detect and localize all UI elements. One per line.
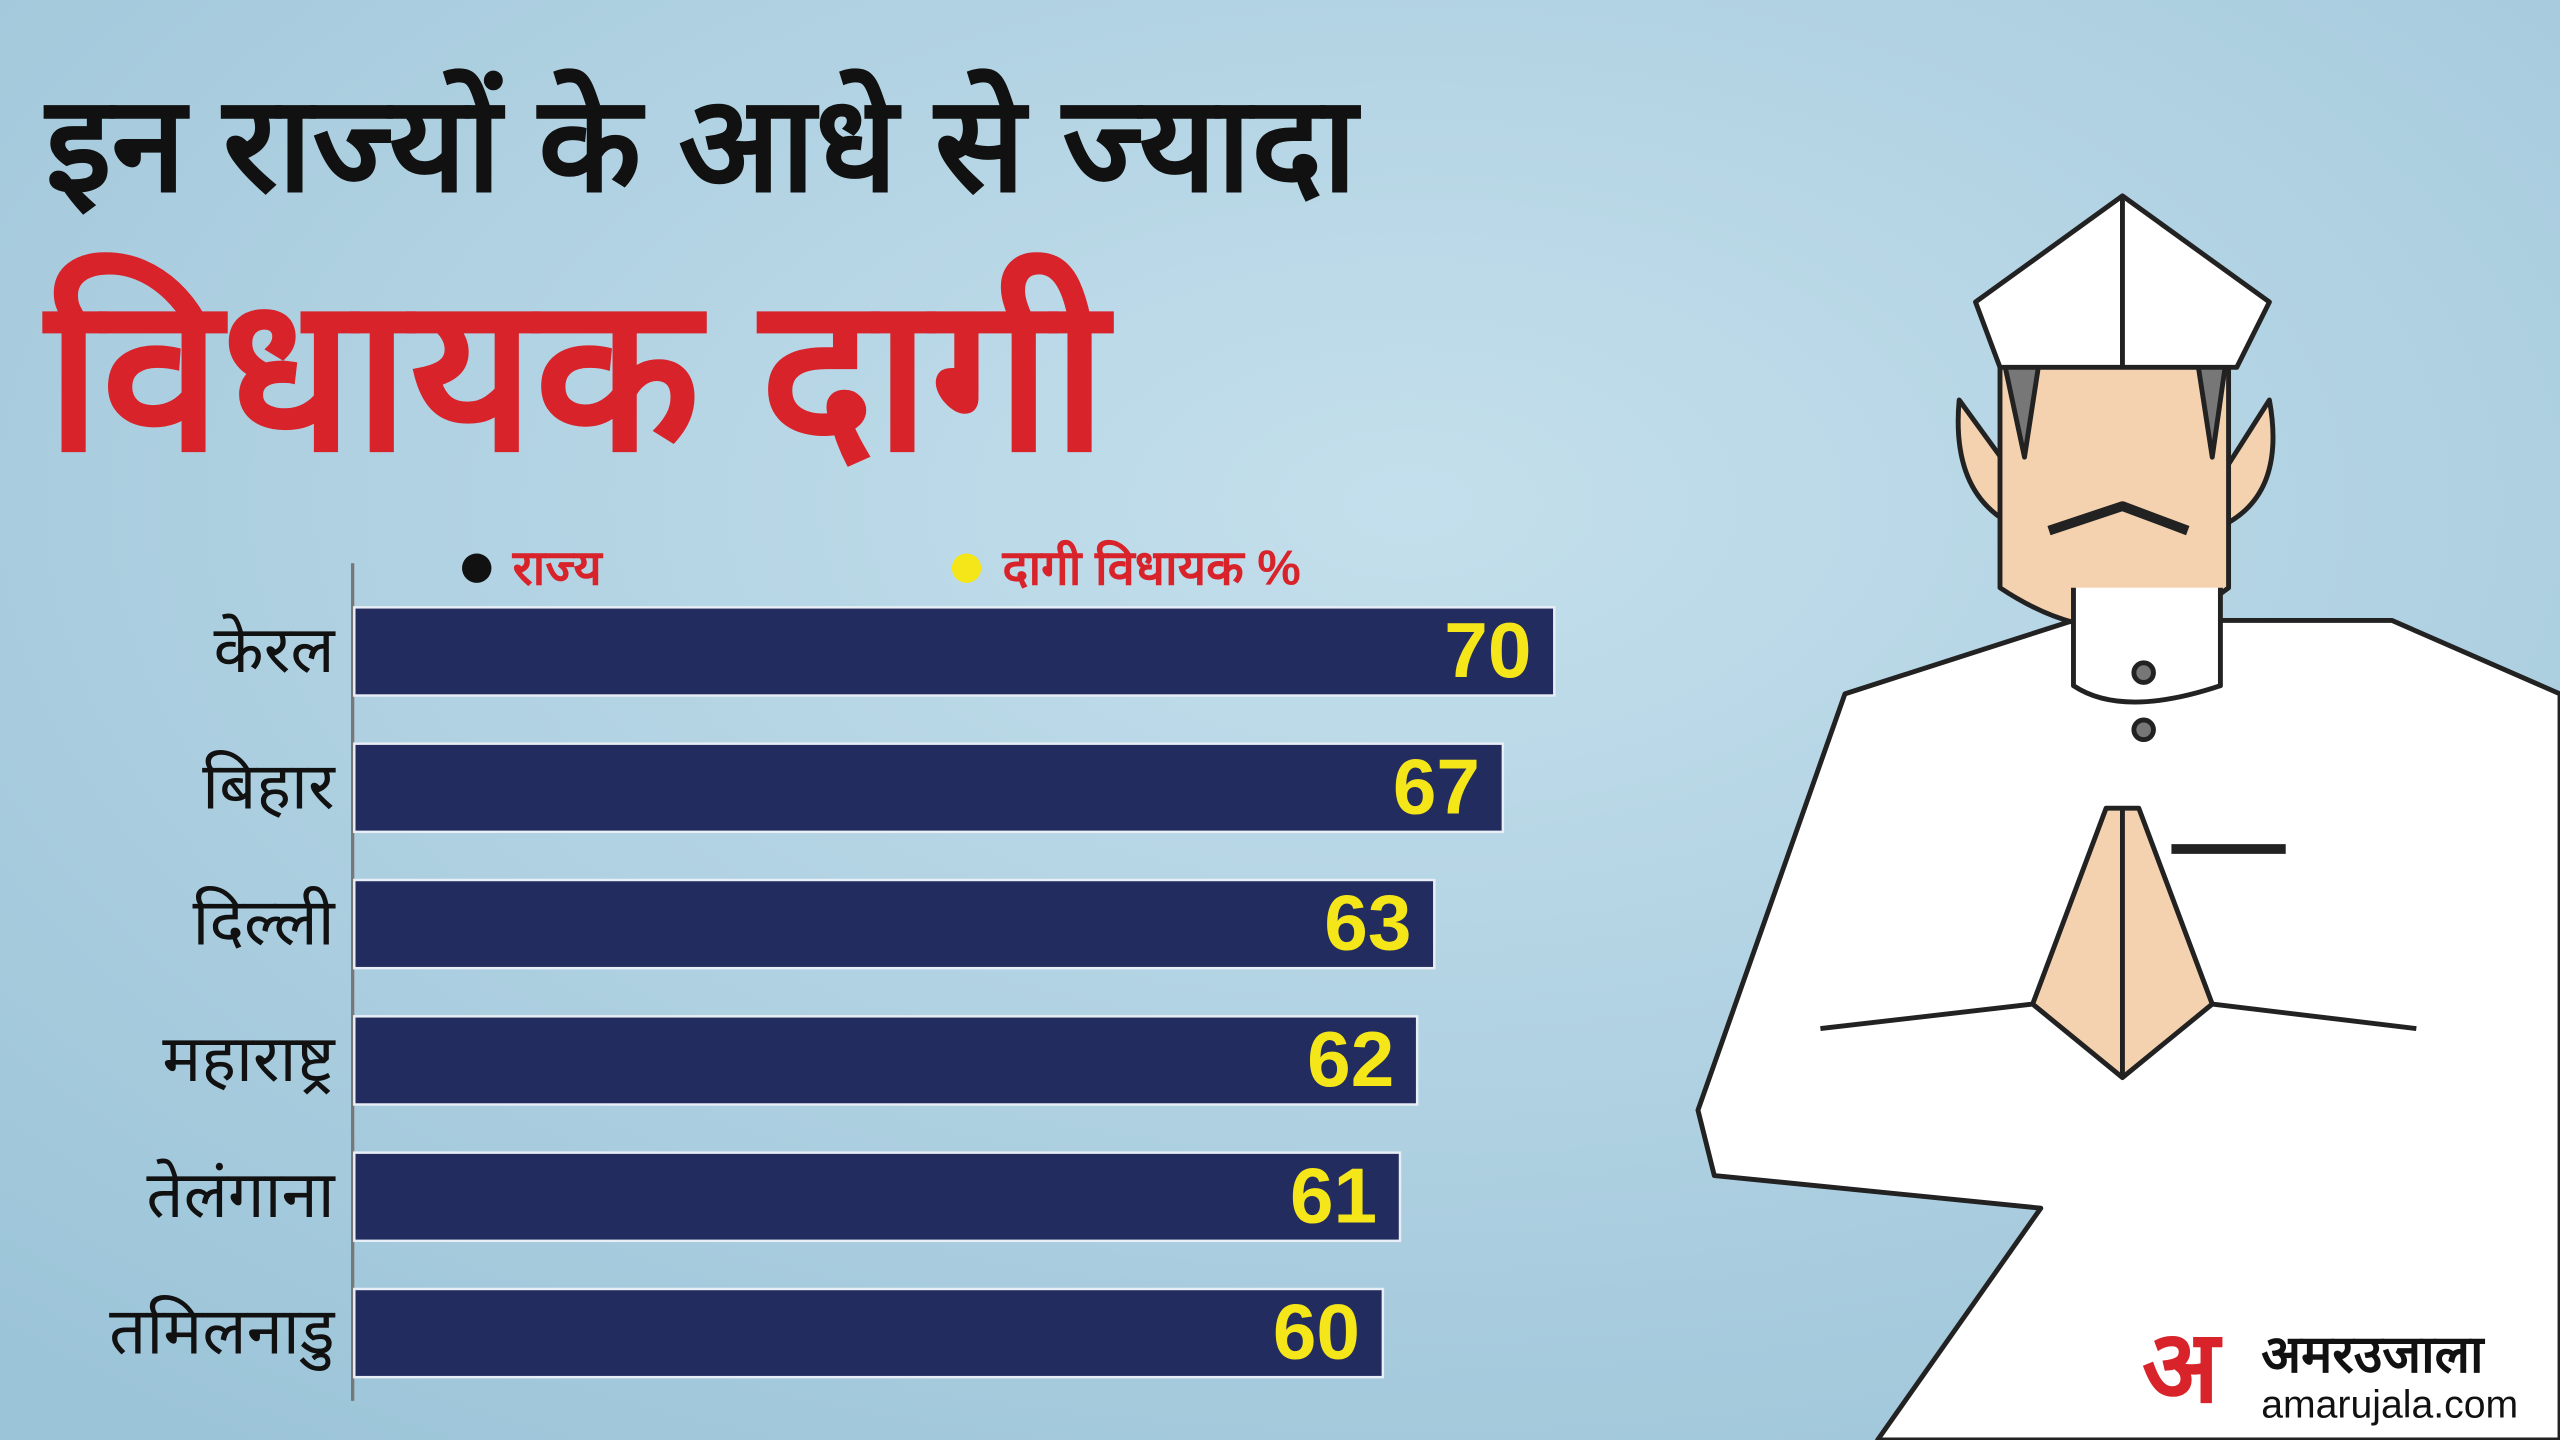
value-label: 67 bbox=[1393, 742, 1480, 830]
legend-dot bbox=[951, 553, 982, 583]
value-label: 60 bbox=[1273, 1288, 1360, 1376]
legend-label: दागी विधायक % bbox=[1001, 539, 1300, 595]
category-label: केरल bbox=[214, 613, 337, 686]
category-label: महाराष्ट्र bbox=[162, 1022, 336, 1095]
logo-background bbox=[2138, 1335, 2515, 1418]
bar bbox=[353, 878, 1436, 970]
category-label: बिहार bbox=[202, 749, 336, 822]
bar bbox=[353, 742, 1505, 834]
legend-label: राज्य bbox=[512, 541, 604, 595]
chart-subtitle: विधायक दागी bbox=[42, 252, 1115, 495]
value-label: 61 bbox=[1290, 1151, 1377, 1239]
category-label: दिल्ली bbox=[192, 886, 335, 959]
logo-mark: अ bbox=[2142, 1310, 2223, 1423]
value-label: 70 bbox=[1444, 606, 1531, 694]
chart-title: इन राज्यों के आधे से ज्यादा bbox=[43, 67, 1362, 219]
value-label: 62 bbox=[1307, 1015, 1394, 1103]
logo-site: amarujala.com bbox=[2261, 1384, 2518, 1427]
category-label: तेलंगाना bbox=[146, 1158, 335, 1231]
bar bbox=[353, 1151, 1402, 1243]
legend-dot bbox=[462, 553, 492, 583]
bar bbox=[353, 1015, 1419, 1106]
logo-name: अमरउजाला bbox=[2261, 1326, 2486, 1384]
bar bbox=[353, 1287, 1385, 1379]
value-label: 63 bbox=[1324, 879, 1411, 967]
bar bbox=[353, 606, 1556, 697]
category-label: तमिलनाडु bbox=[109, 1295, 336, 1372]
illustration bbox=[1695, 193, 2560, 1440]
